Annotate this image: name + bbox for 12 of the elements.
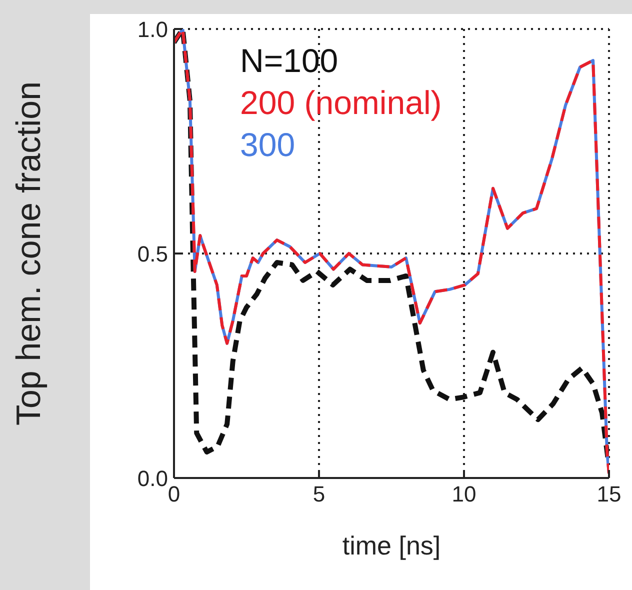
x-tick-label: 0	[168, 482, 180, 507]
series-label: N=100	[240, 41, 340, 81]
x-axis-title: time [ns]	[342, 530, 441, 560]
x-tick-label: 15	[596, 482, 622, 507]
x-tick-label: 10	[452, 482, 476, 507]
y-tick-label: 0.0	[137, 466, 168, 491]
series-label: 200 (nominal)	[240, 83, 442, 123]
y-axis-title: Top hem. cone fraction	[10, 82, 48, 426]
y-tick-label: 1.0	[137, 16, 168, 42]
y-tick-label: 0.5	[137, 241, 168, 266]
x-tick-label: 5	[312, 482, 326, 507]
series-label: 300	[240, 125, 296, 165]
